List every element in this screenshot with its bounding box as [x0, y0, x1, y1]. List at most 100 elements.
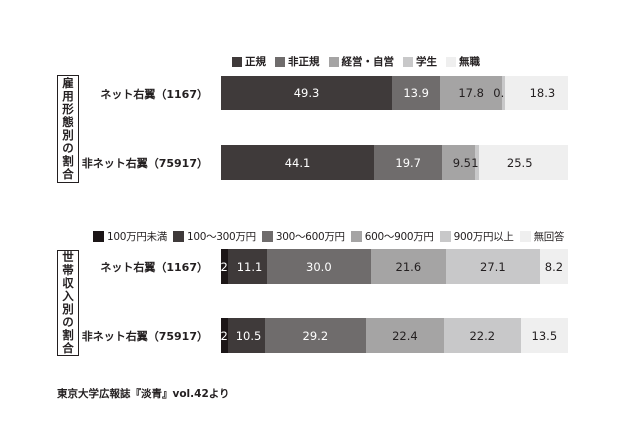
legend-label: 無回答 — [533, 231, 565, 243]
bar-segment-regular: 49.3 — [221, 76, 393, 110]
legend-swatch — [232, 56, 242, 67]
bar-segment-6m-9m: 22.4 — [366, 318, 444, 353]
bar-segment-self-employed: 17.8 — [440, 76, 503, 110]
legend-swatch — [93, 231, 104, 242]
legend-item-6m-9m: 600〜900万円 — [350, 229, 434, 244]
legend-item-1m-3m: 100〜300万円 — [172, 229, 256, 244]
bar-segment-no-answer: 13.5 — [520, 318, 568, 353]
segment-value: 13.9 — [403, 86, 429, 100]
segment-value: 19.7 — [395, 155, 421, 170]
legend-item-student: 学生 — [403, 54, 437, 69]
bar-segment-over-9m: 27.1 — [445, 249, 540, 284]
legend-item-3m-6m: 300〜600万円 — [261, 229, 345, 244]
bar-segment-3m-6m: 29.2 — [264, 318, 367, 353]
legend-label: 900万円以上 — [453, 231, 514, 243]
segment-value: 8.2 — [544, 259, 564, 274]
side-char: の — [62, 141, 74, 155]
side-char: 入 — [62, 289, 74, 303]
legend-label: 無職 — [459, 56, 480, 68]
side-char: 用 — [62, 89, 74, 103]
side-char: 帯 — [62, 263, 74, 277]
source-citation: 東京大学広報誌『淡青』vol.42より — [57, 388, 230, 400]
employment-row-label-netuyo: ネット右翼（1167） — [100, 88, 208, 101]
side-char: の — [62, 315, 74, 329]
income-section-label: 世 帯 収 入 別 の 割 合 — [57, 250, 79, 356]
legend-label: 正規 — [245, 56, 266, 68]
legend-swatch — [172, 231, 184, 242]
legend-item-nonregular: 非正規 — [275, 54, 320, 69]
side-char: 別 — [62, 302, 74, 316]
income-row-label-netuyo: ネット右翼（1167） — [100, 261, 208, 274]
legend-item-unemployed: 無職 — [446, 54, 480, 69]
segment-value: 29.2 — [302, 328, 329, 343]
bar-segment-3m-6m: 30.0 — [266, 249, 371, 284]
bar-segment-regular: 44.1 — [221, 145, 375, 180]
legend-swatch — [328, 56, 339, 67]
legend-label: 600〜900万円 — [364, 231, 434, 243]
legend-swatch — [350, 231, 362, 242]
legend-label: 非正規 — [288, 56, 320, 68]
legend-swatch — [439, 231, 451, 242]
bar-segment-under-1m: 2.1 — [221, 249, 239, 284]
bar-segment-1m-3m: 11.1 — [228, 249, 267, 284]
bar-segment-unemployed: 25.5 — [479, 145, 568, 180]
segment-value: 11.1 — [236, 259, 263, 274]
legend-label: 100万円未満 — [107, 231, 167, 243]
legend-item-regular: 正規 — [232, 54, 266, 69]
legend-swatch — [261, 231, 273, 242]
side-char: 割 — [62, 154, 74, 168]
legend-label: 100〜300万円 — [186, 231, 256, 243]
legend-item-no-answer: 無回答 — [519, 229, 565, 244]
segment-value: 18.3 — [529, 86, 556, 100]
bar-segment-nonregular: 19.7 — [374, 145, 443, 180]
segment-value: 49.3 — [293, 86, 320, 100]
side-char: 合 — [62, 167, 74, 181]
bar-segment-nonregular: 13.9 — [392, 76, 441, 110]
segment-value: 25.5 — [506, 155, 533, 170]
segment-value: 17.8 — [458, 86, 484, 100]
bar-segment-unemployed: 18.3 — [504, 76, 568, 110]
side-char: 合 — [62, 341, 74, 355]
legend-swatch — [275, 56, 285, 67]
bar-segment-over-9m: 22.2 — [443, 318, 521, 353]
bar-segment-6m-9m: 21.6 — [370, 249, 446, 284]
side-char: 雇 — [62, 76, 74, 90]
bar-segment-self-employed: 9.5 — [442, 145, 476, 180]
segment-value: 22.2 — [469, 328, 496, 343]
side-char: 別 — [62, 128, 74, 142]
segment-value: 44.1 — [284, 155, 311, 170]
legend-item-self-employed: 経営・自営 — [328, 54, 395, 69]
segment-value: 13.5 — [531, 328, 558, 343]
side-char: 収 — [62, 276, 74, 290]
legend-label: 経営・自営 — [341, 56, 395, 68]
side-char: 世 — [62, 250, 74, 264]
segment-value: 30.0 — [306, 259, 332, 274]
employment-bar-non-netuyo: 44.1 19.7 9.5 1.2 25.5 — [221, 145, 568, 180]
side-char: 形 — [62, 102, 74, 116]
legend-item-under-1m: 100万円未満 — [93, 229, 167, 244]
legend-item-over-9m: 900万円以上 — [439, 229, 514, 244]
segment-value: 9.5 — [452, 155, 471, 170]
employment-row-label-non-netuyo: 非ネット右翼（75917） — [81, 157, 208, 170]
legend-label: 学生 — [416, 56, 437, 68]
segment-value: 10.5 — [235, 328, 262, 343]
income-row-label-non-netuyo: 非ネット右翼（75917） — [81, 330, 208, 343]
legend-swatch — [446, 56, 456, 67]
employment-bar-netuyo: 49.3 13.9 17.8 0.8 18.3 — [221, 76, 568, 110]
side-char: 態 — [62, 115, 74, 129]
segment-value: 22.4 — [392, 328, 418, 343]
bar-segment-1m-3m: 10.5 — [228, 318, 265, 353]
segment-value: 27.1 — [480, 259, 506, 274]
legend-swatch — [519, 231, 531, 242]
income-bar-netuyo: 2.1 11.1 30.0 21.6 27.1 8.2 — [221, 249, 568, 284]
income-legend: 100万円未満 100〜300万円 300〜600万円 600〜900万円 90… — [93, 229, 570, 244]
employment-legend: 正規 非正規 経営・自営 学生 無職 — [232, 54, 489, 69]
legend-swatch — [403, 56, 413, 67]
employment-section-label: 雇 用 形 態 別 の 割 合 — [57, 75, 79, 183]
bar-segment-no-answer: 8.2 — [539, 249, 568, 284]
segment-value: 21.6 — [395, 259, 422, 274]
income-bar-non-netuyo: 2.1 10.5 29.2 22.4 22.2 13.5 — [221, 318, 568, 353]
side-char: 割 — [62, 328, 74, 342]
legend-label: 300〜600万円 — [275, 231, 345, 243]
bar-segment-under-1m: 2.1 — [221, 318, 239, 353]
